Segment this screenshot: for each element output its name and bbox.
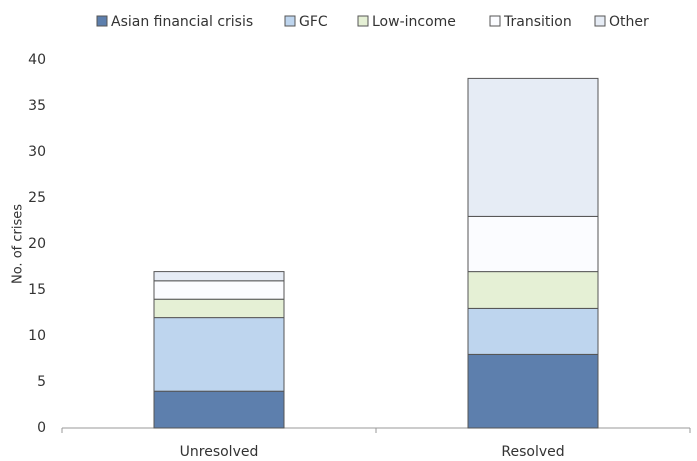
y-tick-label: 5 — [37, 374, 46, 390]
bar-segment — [467, 77, 599, 217]
y-tick-label: 10 — [28, 328, 46, 344]
y-tick-label: 25 — [28, 190, 46, 206]
legend-swatch — [594, 15, 606, 27]
x-tick-label: Resolved — [501, 444, 564, 460]
legend-label: GFC — [299, 14, 328, 30]
bar-segment — [467, 307, 599, 355]
bar-segment — [153, 271, 285, 282]
bar-segment — [467, 271, 599, 309]
legend-swatch — [284, 15, 296, 27]
bar-segment — [153, 317, 285, 392]
y-axis-label: No. of crises — [11, 204, 26, 284]
bar-segment — [467, 353, 599, 429]
legend-label: Asian financial crisis — [111, 14, 253, 30]
bar-segment — [467, 215, 599, 273]
bar-segment — [153, 390, 285, 429]
y-tick-label: 30 — [28, 144, 46, 160]
y-tick-label: 15 — [28, 282, 46, 298]
bar-segment — [153, 280, 285, 300]
y-tick-label: 20 — [28, 236, 46, 252]
y-tick-label: 40 — [28, 52, 46, 68]
y-tick-label: 35 — [28, 98, 46, 114]
legend-label: Transition — [503, 14, 572, 30]
legend-swatch — [489, 15, 501, 27]
legend-label: Other — [609, 14, 649, 30]
y-tick-label: 0 — [37, 420, 46, 436]
legend-label: Low-income — [372, 14, 456, 30]
legend-swatch — [96, 15, 108, 27]
legend-swatch — [357, 15, 369, 27]
x-tick-label: Unresolved — [180, 444, 259, 460]
bar-segment — [153, 298, 285, 319]
